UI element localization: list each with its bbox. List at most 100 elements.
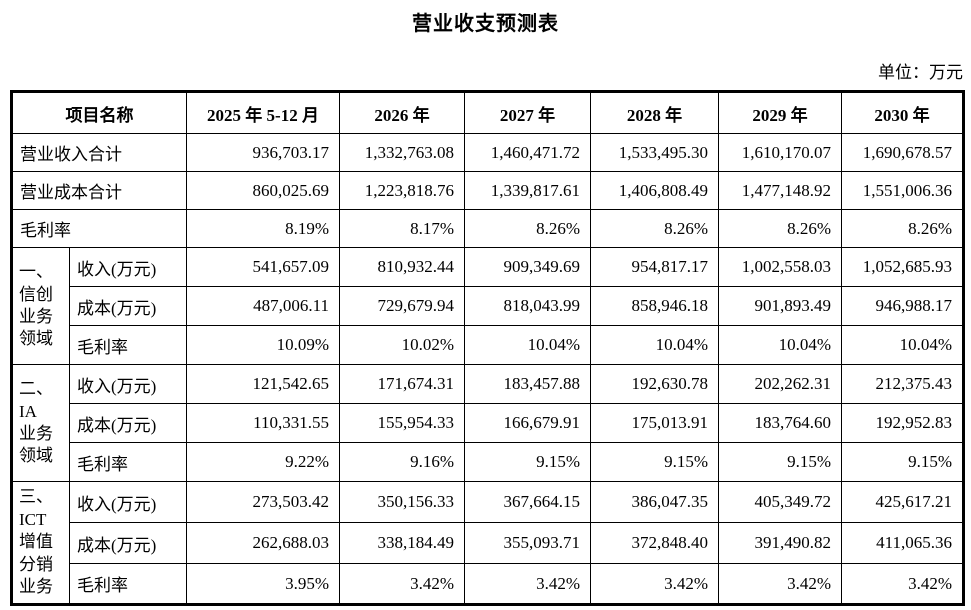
cell-value: 273,503.42 (186, 481, 340, 523)
group-label-ia: 二、 IA 业务 领域 (11, 364, 70, 482)
table-row-section2-cost: 成本(万元) 110,331.55 155,954.33 166,679.91 … (12, 403, 964, 443)
cell-value: 183,457.88 (464, 364, 591, 404)
cell-value: 372,848.40 (590, 522, 719, 564)
cell-value: 1,332,763.08 (339, 133, 465, 172)
cell-value: 860,025.69 (186, 171, 340, 210)
table-row-section2-margin: 毛利率 9.22% 9.16% 9.15% 9.15% 9.15% 9.15% (12, 442, 964, 482)
cell-value: 1,223,818.76 (339, 171, 465, 210)
cell-value: 10.09% (186, 325, 340, 365)
cell-value: 9.22% (186, 442, 340, 482)
row-label: 收入(万元) (69, 364, 187, 404)
cell-value: 338,184.49 (339, 522, 465, 564)
forecast-table: 项目名称 2025 年 5-12 月 2026 年 2027 年 2028 年 … (10, 90, 965, 606)
row-label: 成本(万元) (69, 522, 187, 564)
column-header-project: 项目名称 (11, 91, 187, 134)
cell-value: 9.15% (464, 442, 591, 482)
cell-value: 8.26% (718, 209, 842, 248)
cell-value: 110,331.55 (186, 403, 340, 443)
cell-value: 8.26% (464, 209, 591, 248)
cell-value: 166,679.91 (464, 403, 591, 443)
cell-value: 1,610,170.07 (718, 133, 842, 172)
row-label: 收入(万元) (69, 247, 187, 287)
page-title: 营业收支预测表 (412, 13, 559, 35)
cell-value: 192,630.78 (590, 364, 719, 404)
group-label-ict: 三、 ICT 增值 分销 业务 (11, 481, 70, 605)
cell-value: 9.16% (339, 442, 465, 482)
table-row-total-cost: 营业成本合计 860,025.69 1,223,818.76 1,339,817… (11, 171, 964, 210)
cell-value: 405,349.72 (718, 481, 842, 523)
column-header-2030: 2030 年 (841, 91, 964, 134)
table-row-total-margin: 毛利率 8.19% 8.17% 8.26% 8.26% 8.26% 8.26% (11, 209, 964, 248)
table-row-section1-revenue: 一、 信创 业务 领域 收入(万元) 541,657.09 810,932.44… (11, 247, 964, 365)
cell-value: 212,375.43 (841, 364, 964, 404)
row-label: 成本(万元) (69, 286, 187, 326)
table-row-section3-margin: 毛利率 3.95% 3.42% 3.42% 3.42% 3.42% 3.42% (12, 563, 964, 605)
cell-value: 1,339,817.61 (464, 171, 591, 210)
cell-value: 8.26% (841, 209, 964, 248)
table-row-section1-cost: 成本(万元) 487,006.11 729,679.94 818,043.99 … (12, 286, 964, 326)
cell-value: 1,551,006.36 (841, 171, 964, 210)
cell-value: 10.04% (464, 325, 591, 365)
cell-value: 3.42% (339, 563, 465, 605)
cell-value: 367,664.15 (464, 481, 591, 523)
cell-value: 3.42% (464, 563, 591, 605)
cell-value: 3.42% (718, 563, 842, 605)
cell-value: 946,988.17 (841, 286, 964, 326)
row-label: 营业收入合计 (11, 133, 187, 172)
cell-value: 355,093.71 (464, 522, 591, 564)
cell-value: 3.95% (186, 563, 340, 605)
table-row-section3-cost: 成本(万元) 262,688.03 338,184.49 355,093.71 … (12, 522, 964, 564)
cell-value: 10.04% (841, 325, 964, 365)
table-row-total-revenue: 营业收入合计 936,703.17 1,332,763.08 1,460,471… (11, 133, 964, 172)
row-label: 毛利率 (11, 209, 187, 248)
cell-value: 487,006.11 (186, 286, 340, 326)
cell-value: 1,690,678.57 (841, 133, 964, 172)
cell-value: 10.04% (718, 325, 842, 365)
cell-value: 9.15% (590, 442, 719, 482)
cell-value: 10.04% (590, 325, 719, 365)
row-label: 毛利率 (69, 325, 187, 365)
cell-value: 171,674.31 (339, 364, 465, 404)
cell-value: 386,047.35 (590, 481, 719, 523)
row-label: 毛利率 (69, 442, 187, 482)
unit-label: 单位：万元 (878, 63, 963, 82)
cell-value: 1,406,808.49 (590, 171, 719, 210)
cell-value: 262,688.03 (186, 522, 340, 564)
cell-value: 175,013.91 (590, 403, 719, 443)
cell-value: 350,156.33 (339, 481, 465, 523)
cell-value: 901,893.49 (718, 286, 842, 326)
cell-value: 1,477,148.92 (718, 171, 842, 210)
column-header-2029: 2029 年 (718, 91, 842, 134)
cell-value: 8.19% (186, 209, 340, 248)
cell-value: 954,817.17 (590, 247, 719, 287)
cell-value: 9.15% (841, 442, 964, 482)
cell-value: 909,349.69 (464, 247, 591, 287)
cell-value: 425,617.21 (841, 481, 964, 523)
table-row-section2-revenue: 二、 IA 业务 领域 收入(万元) 121,542.65 171,674.31… (11, 364, 964, 482)
cell-value: 9.15% (718, 442, 842, 482)
cell-value: 810,932.44 (339, 247, 465, 287)
cell-value: 1,002,558.03 (718, 247, 842, 287)
cell-value: 8.17% (339, 209, 465, 248)
row-label: 收入(万元) (69, 481, 187, 523)
column-header-2027: 2027 年 (464, 91, 591, 134)
header-row: 项目名称 2025 年 5-12 月 2026 年 2027 年 2028 年 … (11, 91, 964, 134)
table-row-section3-revenue: 三、 ICT 增值 分销 业务 收入(万元) 273,503.42 350,15… (11, 481, 964, 605)
cell-value: 1,052,685.93 (841, 247, 964, 287)
cell-value: 155,954.33 (339, 403, 465, 443)
cell-value: 858,946.18 (590, 286, 719, 326)
cell-value: 818,043.99 (464, 286, 591, 326)
cell-value: 1,460,471.72 (464, 133, 591, 172)
table-row-section1-margin: 毛利率 10.09% 10.02% 10.04% 10.04% 10.04% 1… (12, 325, 964, 365)
cell-value: 121,542.65 (186, 364, 340, 404)
cell-value: 391,490.82 (718, 522, 842, 564)
column-header-2026: 2026 年 (339, 91, 465, 134)
group-label-xinchuang: 一、 信创 业务 领域 (11, 247, 70, 365)
column-header-2025: 2025 年 5-12 月 (186, 91, 340, 134)
cell-value: 729,679.94 (339, 286, 465, 326)
cell-value: 202,262.31 (718, 364, 842, 404)
cell-value: 411,065.36 (841, 522, 964, 564)
row-label: 成本(万元) (69, 403, 187, 443)
cell-value: 936,703.17 (186, 133, 340, 172)
